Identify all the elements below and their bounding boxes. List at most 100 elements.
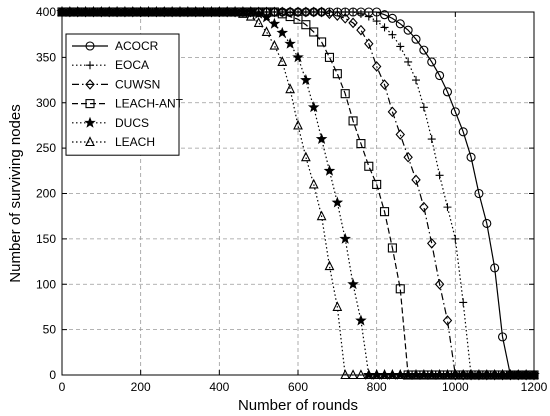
data-point-leach-ant (324, 52, 335, 62)
data-point-leach-ant (317, 37, 327, 47)
legend-item: EOCA (72, 58, 149, 72)
y-tick-label: 0 (49, 368, 56, 382)
legend-marker (85, 79, 95, 90)
data-point-cuwsn (434, 278, 445, 290)
data-point-eoca (388, 30, 397, 39)
data-point-acocr (403, 25, 413, 35)
data-point-leach (253, 17, 264, 27)
legend-marker (85, 136, 95, 147)
data-point-cuwsn (277, 6, 288, 18)
data-point-cuwsn (308, 6, 319, 18)
data-point-ducs (347, 278, 359, 290)
data-point-leach-ant (395, 284, 405, 294)
data-point-cuwsn (364, 38, 374, 50)
data-point-ducs (284, 37, 296, 49)
data-point-leach (269, 39, 280, 50)
data-point-eoca (435, 171, 444, 180)
data-point-ducs (315, 132, 328, 144)
data-point-cuwsn (371, 61, 382, 72)
legend-item: LEACH (72, 135, 155, 149)
data-point-leach (308, 178, 319, 189)
legend-marker (85, 99, 95, 109)
data-point-leach (245, 10, 256, 21)
data-point-acocr (466, 152, 476, 162)
x-tick-label: 1200 (521, 380, 548, 394)
y-tick-label: 250 (36, 141, 56, 155)
x-tick-label: 800 (367, 380, 387, 394)
y-tick-label: 150 (36, 232, 56, 246)
data-point-acocr (490, 263, 500, 273)
data-point-acocr (435, 70, 445, 81)
data-point-eoca (459, 298, 468, 307)
data-point-eoca (380, 23, 389, 32)
data-point-leach-ant (356, 139, 366, 149)
data-point-leach (300, 151, 311, 162)
data-point-leach-ant (379, 207, 390, 217)
y-axis-label: Number of surviving nodes (7, 104, 24, 282)
legend-label: DUCS (115, 116, 149, 130)
y-tick-label: 350 (36, 50, 56, 64)
x-tick-label: 1000 (442, 380, 469, 394)
data-point-leach-ant (340, 89, 350, 99)
data-point-ducs (260, 11, 273, 23)
data-point-cuwsn (426, 238, 437, 249)
data-point-ducs (292, 51, 304, 63)
x-axis-label: Number of rounds (238, 397, 358, 414)
data-point-acocr (474, 188, 484, 199)
legend-label: CUWSN (115, 77, 160, 91)
data-point-eoca (419, 103, 428, 112)
data-point-leach (316, 210, 327, 221)
data-point-ducs (300, 74, 312, 85)
data-point-acocr (379, 10, 390, 20)
data-point-leach (277, 56, 288, 66)
data-point-leach (285, 83, 296, 94)
data-point-cuwsn (387, 106, 398, 118)
data-point-cuwsn (403, 151, 413, 163)
legend-label: ACOCR (115, 39, 159, 53)
data-point-leach (332, 301, 343, 311)
legend-marker (85, 41, 95, 51)
data-point-cuwsn (332, 10, 343, 21)
data-point-cuwsn (411, 174, 421, 186)
legend-item: ACOCR (72, 39, 159, 53)
data-point-leach-ant (364, 161, 374, 171)
data-point-ducs (323, 164, 336, 176)
data-point-acocr (442, 87, 453, 97)
data-point-cuwsn (442, 315, 453, 326)
data-point-eoca (451, 234, 460, 243)
data-point-leach (261, 26, 272, 37)
legend-item: LEACH-ANT (72, 97, 184, 111)
legend: ACOCR EOCA CUWSN LEACH-ANT DUCS LEACH (65, 33, 184, 156)
y-tick-label: 200 (36, 187, 56, 201)
data-point-cuwsn (356, 24, 366, 36)
data-point-eoca (364, 12, 373, 21)
data-point-cuwsn (379, 79, 390, 90)
data-point-leach-ant (348, 116, 358, 126)
y-tick-label: 50 (43, 323, 57, 337)
y-tick-label: 400 (36, 5, 56, 19)
data-point-ducs (276, 26, 289, 38)
data-point-leach-ant (309, 27, 319, 37)
x-tick-label: 400 (209, 380, 229, 394)
data-point-ducs (331, 196, 344, 208)
x-tick-label: 600 (288, 380, 308, 394)
legend-box (65, 33, 180, 156)
legend-label: LEACH (115, 135, 155, 149)
data-point-eoca (443, 203, 452, 212)
data-point-leach-ant (301, 20, 311, 30)
data-point-ducs (268, 17, 281, 29)
data-point-leach-ant (372, 179, 382, 189)
data-point-leach-ant (332, 69, 342, 79)
data-point-cuwsn (348, 17, 358, 29)
data-point-cuwsn (419, 201, 429, 213)
data-point-cuwsn (301, 6, 311, 18)
x-tick-label: 200 (131, 380, 151, 394)
data-point-acocr (411, 34, 421, 44)
data-point-acocr (395, 19, 405, 29)
legend-marker (86, 61, 94, 70)
series-line-leach-ant (62, 11, 534, 376)
legend-item: DUCS (72, 116, 149, 130)
data-point-ducs (355, 314, 367, 326)
data-point-eoca (412, 76, 420, 85)
data-point-cuwsn (316, 6, 327, 18)
